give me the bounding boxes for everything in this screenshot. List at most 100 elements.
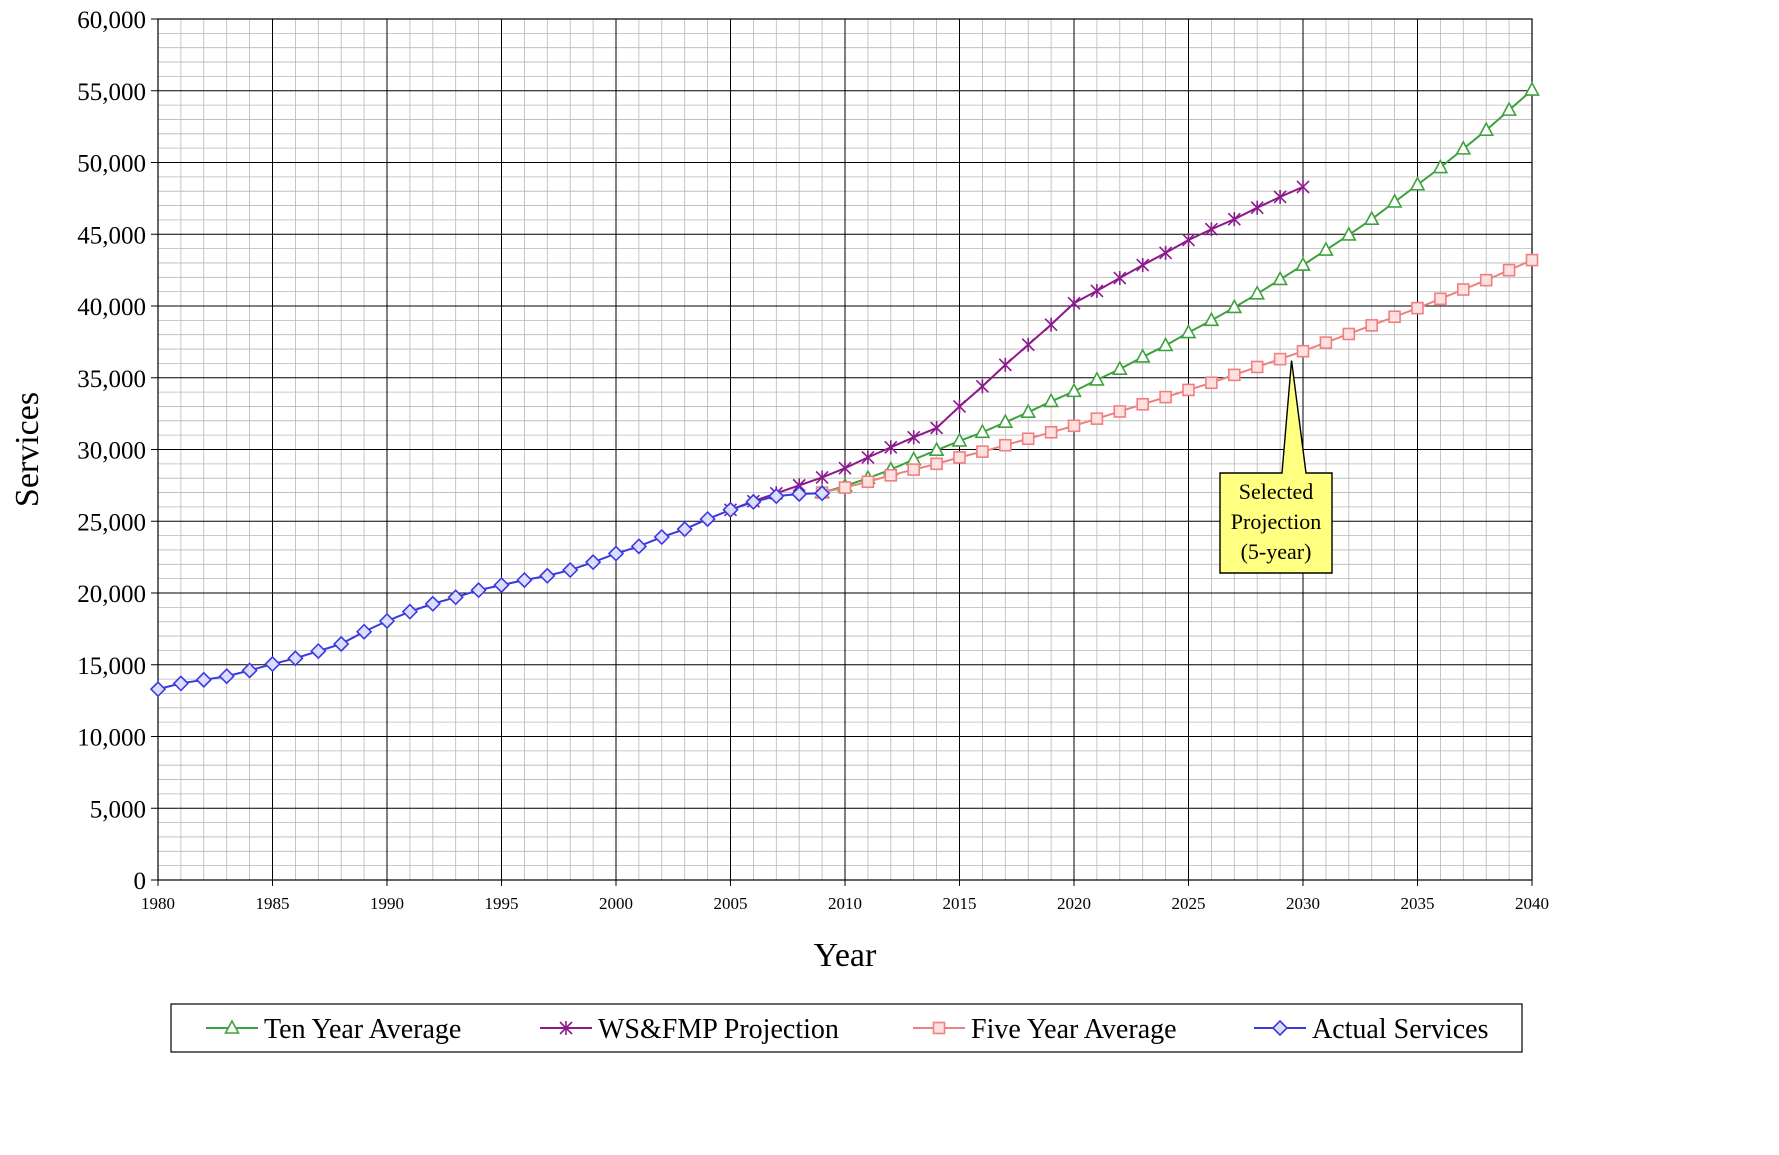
data-point [333,635,350,653]
data-point [974,423,991,439]
x-tick-label: 1980 [141,894,175,913]
data-point [884,440,898,455]
y-axis-ticks: 0 5,000 10,000 15,000 20,000 25,000 30,000 35,0… [77,7,158,895]
data-point [1502,263,1516,277]
data-point [516,571,533,589]
legend-swatch-marker [559,1021,573,1035]
data-point [1020,403,1037,418]
data-point [1111,360,1128,375]
data-point [1134,348,1151,363]
data-point [1021,432,1035,446]
data-point [838,461,852,476]
data-point [1434,292,1447,306]
y-tick-label: 15,000 [77,653,146,680]
legend-label: Actual Services [1312,1014,1489,1045]
data-point [1479,273,1493,287]
y-tick-label: 20,000 [77,581,146,608]
data-point [1090,412,1104,425]
data-point [630,538,648,555]
legend: Ten Year Average WS&FMP Projection Five Ye… [170,1003,1523,1053]
data-point [928,441,945,457]
data-point [791,485,808,503]
data-point [1204,222,1218,237]
data-point [861,450,875,465]
x-tick-label: 2030 [1286,894,1320,913]
data-point [149,681,167,698]
data-point [976,445,989,458]
data-point [1411,301,1424,315]
data-point [1340,226,1357,241]
data-point [1157,336,1174,352]
data-point [1067,296,1081,311]
data-point [1181,232,1196,247]
legend-label: WS&FMP Projection [598,1014,839,1045]
data-point [907,463,921,476]
series-actual-services [149,485,831,698]
data-point [930,420,944,435]
legend-label: Five Year Average [971,1014,1177,1045]
y-tick-label: 40,000 [77,294,146,321]
data-point [1318,241,1334,256]
data-point [1273,189,1287,204]
x-tick-label: 1985 [256,894,290,913]
data-point [1296,344,1310,358]
selected-projection-callout: Selected Projection (5-year) [1219,360,1333,574]
data-point [1180,323,1197,339]
data-point [172,675,190,692]
data-point [907,430,921,445]
series-line [821,259,1533,494]
data-point [1044,425,1058,439]
data-point [1273,352,1287,366]
x-tick-label: 2035 [1401,894,1435,913]
x-axis-ticks: 1980 1985 1990 1995 2000 2005 2010 2015 2020 2025… [141,880,1549,913]
data-point [768,488,785,505]
x-tick-label: 2010 [828,894,862,913]
data-point [378,612,396,630]
x-tick-label: 2025 [1172,894,1206,913]
x-tick-label: 2015 [943,894,977,913]
data-point [998,357,1012,372]
data-point [1228,368,1241,382]
data-point [1205,376,1218,390]
data-point [1250,360,1264,374]
data-point [838,481,852,494]
data-point [1227,212,1241,227]
data-point [1044,317,1058,332]
callout-text-line: (5-year) [1241,539,1312,564]
x-tick-label: 1990 [370,894,404,913]
data-point [287,650,304,667]
data-point [447,589,464,606]
x-tick-label: 2000 [599,894,633,913]
data-point [1457,283,1470,296]
data-point [952,399,967,414]
series-five-year-average [815,253,1539,499]
legend-swatch-marker [224,1019,240,1034]
data-point [1113,271,1127,286]
legend-item: Five Year Average [913,1014,1177,1045]
data-point [1295,256,1311,271]
callout-text-line: Selected [1239,479,1314,504]
x-tick-label: 2005 [714,894,748,913]
data-point [1296,179,1310,194]
legend-swatch-marker [1271,1019,1289,1037]
data-point [1113,405,1127,418]
callout-box [1219,360,1333,574]
y-tick-label: 30,000 [77,438,146,465]
data-point [1524,81,1540,96]
data-point [1365,319,1378,332]
data-point [424,595,441,612]
data-point [884,469,898,482]
data-point [584,554,602,571]
data-point [1021,337,1035,352]
data-point [1090,283,1104,298]
data-point [953,451,966,464]
data-point [401,603,419,620]
data-point [1159,245,1173,260]
y-tick-label: 55,000 [77,79,146,106]
data-point [355,623,373,640]
x-tick-label: 2020 [1057,894,1091,913]
data-point [539,567,556,584]
data-point [1249,285,1266,300]
y-tick-label: 50,000 [77,151,146,178]
